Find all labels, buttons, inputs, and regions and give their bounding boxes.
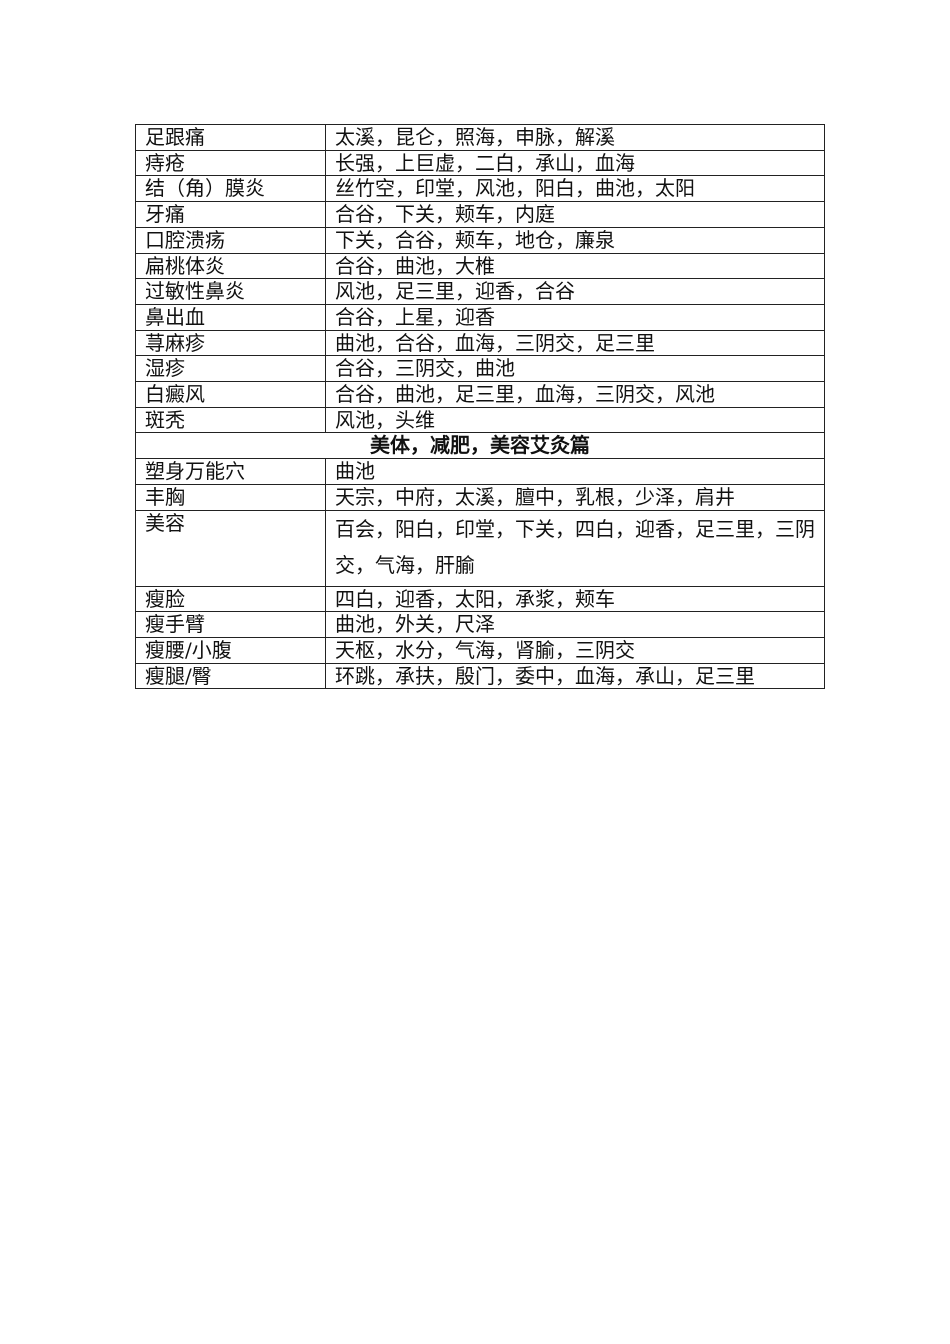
condition-cell: 湿疹: [135, 355, 326, 383]
condition-cell: 足跟痛: [135, 124, 326, 151]
table-row: 瘦腰/小腹 天枢，水分，气海，肾腧，三阴交: [135, 636, 825, 664]
table-row: 美容 百会，阳白，印堂，下关，四白，迎香，足三里，三阴交，气海，肝腧: [135, 509, 825, 587]
condition-cell: 斑秃: [135, 406, 326, 434]
table-row: 足跟痛 太溪，昆仑，照海，申脉，解溪: [135, 124, 825, 151]
points-cell: 风池，足三里，迎香，合谷: [325, 278, 825, 305]
table-row: 口腔溃疡 下关，合谷，颊车，地仓，廉泉: [135, 226, 825, 254]
table-row: 过敏性鼻炎 风池，足三里，迎香，合谷: [135, 278, 825, 305]
table-row: 扁桃体炎 合谷，曲池，大椎: [135, 252, 825, 280]
points-cell: 四白，迎香，太阳，承浆，颊车: [325, 585, 825, 613]
condition-cell: 美容: [135, 509, 326, 587]
condition-cell: 瘦脸: [135, 585, 326, 613]
condition-cell: 瘦手臂: [135, 611, 326, 638]
points-cell: 合谷，三阴交，曲池: [325, 355, 825, 383]
points-cell: 合谷，下关，颊车，内庭: [325, 201, 825, 228]
acupoint-table: 足跟痛 太溪，昆仑，照海，申脉，解溪 痔疮 长强，上巨虚，二白，承山，血海 结（角）膜炎…: [135, 124, 825, 690]
points-cell: 丝竹空，印堂，风池，阳白，曲池，太阳: [325, 175, 825, 203]
table-row: 牙痛 合谷，下关，颊车，内庭: [135, 201, 825, 228]
condition-cell: 痔疮: [135, 149, 326, 177]
condition-cell: 扁桃体炎: [135, 252, 326, 280]
points-cell: 合谷，曲池，大椎: [325, 252, 825, 280]
section-title: 美体，减肥，美容艾灸篇: [135, 432, 825, 460]
condition-cell: 白癜风: [135, 381, 326, 408]
table-row: 塑身万能穴 曲池: [135, 458, 825, 485]
condition-cell: 过敏性鼻炎: [135, 278, 326, 305]
points-cell: 百会，阳白，印堂，下关，四白，迎香，足三里，三阴交，气海，肝腧: [325, 509, 825, 587]
table-row: 瘦脸 四白，迎香，太阳，承浆，颊车: [135, 585, 825, 613]
points-cell: 天枢，水分，气海，肾腧，三阴交: [325, 636, 825, 664]
condition-cell: 瘦腿/臀: [135, 662, 326, 690]
condition-cell: 丰胸: [135, 483, 326, 511]
condition-cell: 鼻出血: [135, 303, 326, 331]
table-row: 丰胸 天宗，中府，太溪，膻中，乳根，少泽，肩井: [135, 483, 825, 511]
points-cell: 下关，合谷，颊车，地仓，廉泉: [325, 226, 825, 254]
condition-cell: 荨麻疹: [135, 329, 326, 357]
points-cell: 风池，头维: [325, 406, 825, 434]
points-cell: 合谷，上星，迎香: [325, 303, 825, 331]
points-cell: 合谷，曲池，足三里，血海，三阴交，风池: [325, 381, 825, 408]
points-cell: 曲池: [325, 458, 825, 485]
points-cell: 长强，上巨虚，二白，承山，血海: [325, 149, 825, 177]
table-row: 湿疹 合谷，三阴交，曲池: [135, 355, 825, 383]
table-row: 荨麻疹 曲池，合谷，血海，三阴交，足三里: [135, 329, 825, 357]
condition-cell: 瘦腰/小腹: [135, 636, 326, 664]
table-row: 鼻出血 合谷，上星，迎香: [135, 303, 825, 331]
table-row: 结（角）膜炎 丝竹空，印堂，风池，阳白，曲池，太阳: [135, 175, 825, 203]
points-cell: 环跳，承扶，殷门，委中，血海，承山，足三里: [325, 662, 825, 690]
table-row: 瘦手臂 曲池，外关，尺泽: [135, 611, 825, 638]
points-cell: 曲池，合谷，血海，三阴交，足三里: [325, 329, 825, 357]
condition-cell: 结（角）膜炎: [135, 175, 326, 203]
condition-cell: 口腔溃疡: [135, 226, 326, 254]
points-cell: 曲池，外关，尺泽: [325, 611, 825, 638]
condition-cell: 塑身万能穴: [135, 458, 326, 485]
section-row: 美体，减肥，美容艾灸篇: [135, 432, 825, 460]
points-cell: 天宗，中府，太溪，膻中，乳根，少泽，肩井: [325, 483, 825, 511]
table-row: 白癜风 合谷，曲池，足三里，血海，三阴交，风池: [135, 381, 825, 408]
table-row: 痔疮 长强，上巨虚，二白，承山，血海: [135, 149, 825, 177]
points-cell: 太溪，昆仑，照海，申脉，解溪: [325, 124, 825, 151]
table-row: 斑秃 风池，头维: [135, 406, 825, 434]
table-row: 瘦腿/臀 环跳，承扶，殷门，委中，血海，承山，足三里: [135, 662, 825, 690]
condition-cell: 牙痛: [135, 201, 326, 228]
